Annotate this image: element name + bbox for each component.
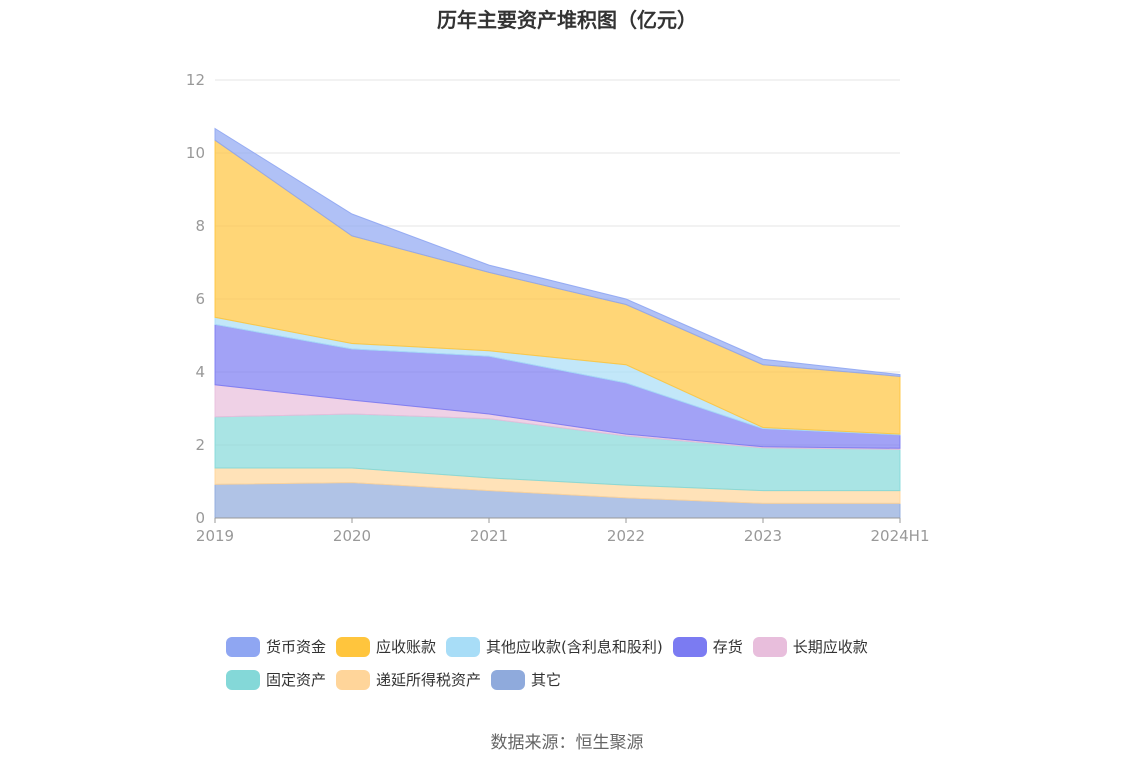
legend-item[interactable]: 应收账款 bbox=[336, 636, 436, 657]
legend-item[interactable]: 货币资金 bbox=[226, 636, 326, 657]
legend-swatch bbox=[226, 669, 260, 690]
area-series-8[interactable] bbox=[214, 127, 901, 377]
x-tick-label: 2020 bbox=[333, 527, 371, 545]
legend-label: 货币资金 bbox=[266, 638, 327, 656]
y-tick-label: 10 bbox=[186, 144, 205, 162]
y-tick-label: 8 bbox=[195, 217, 205, 235]
x-tick-label: 2023 bbox=[744, 527, 782, 545]
legend-item[interactable]: 其他应收款(含利息和股利) bbox=[446, 636, 663, 657]
legend-label: 长期应收款 bbox=[792, 638, 868, 656]
legend: 货币资金 应收账款 其他应收款(含利息和股利) 存货 长期应收款 固定资产 递延所得税资产… bbox=[226, 630, 946, 696]
legend-item[interactable]: 固定资产 bbox=[226, 669, 326, 690]
legend-label: 递延所得税资产 bbox=[376, 671, 482, 689]
y-tick-label: 2 bbox=[195, 436, 205, 454]
legend-item[interactable]: 长期应收款 bbox=[752, 636, 868, 657]
legend-label: 其他应收款(含利息和股利) bbox=[486, 638, 663, 656]
x-tick-label: 2024H1 bbox=[871, 527, 930, 545]
legend-label: 其它 bbox=[531, 671, 562, 689]
legend-swatch bbox=[226, 636, 260, 657]
legend-row: 固定资产 递延所得税资产 其它 bbox=[226, 663, 946, 696]
area-series-layer bbox=[214, 127, 901, 519]
legend-swatch bbox=[491, 669, 526, 690]
legend-swatch bbox=[336, 636, 371, 657]
x-tick-label: 2021 bbox=[470, 527, 508, 545]
legend-label: 固定资产 bbox=[266, 671, 327, 689]
chart-title: 历年主要资产堆积图（亿元） bbox=[437, 8, 697, 32]
legend-item[interactable]: 其它 bbox=[491, 669, 561, 690]
legend-label: 存货 bbox=[712, 638, 743, 656]
y-tick-label: 0 bbox=[195, 509, 205, 527]
y-tick-label: 12 bbox=[186, 71, 205, 89]
axes: 0 2 4 6 8 10 12 2019 2020 2021 2022 2023 2024H1 bbox=[186, 71, 930, 545]
legend-label: 应收账款 bbox=[376, 638, 437, 656]
legend-swatch bbox=[446, 636, 481, 657]
legend-swatch bbox=[336, 669, 371, 690]
legend-swatch bbox=[752, 636, 787, 657]
source-note: 数据来源：恒生聚源 bbox=[490, 733, 644, 753]
x-tick-label: 2019 bbox=[196, 527, 234, 545]
legend-item[interactable]: 存货 bbox=[672, 636, 743, 657]
legend-item[interactable]: 递延所得税资产 bbox=[336, 669, 481, 690]
y-tick-label: 6 bbox=[195, 290, 205, 308]
legend-swatch bbox=[672, 636, 707, 657]
y-tick-label: 4 bbox=[195, 363, 205, 381]
x-tick-label: 2022 bbox=[607, 527, 645, 545]
legend-row: 货币资金 应收账款 其他应收款(含利息和股利) 存货 长期应收款 bbox=[226, 630, 946, 663]
